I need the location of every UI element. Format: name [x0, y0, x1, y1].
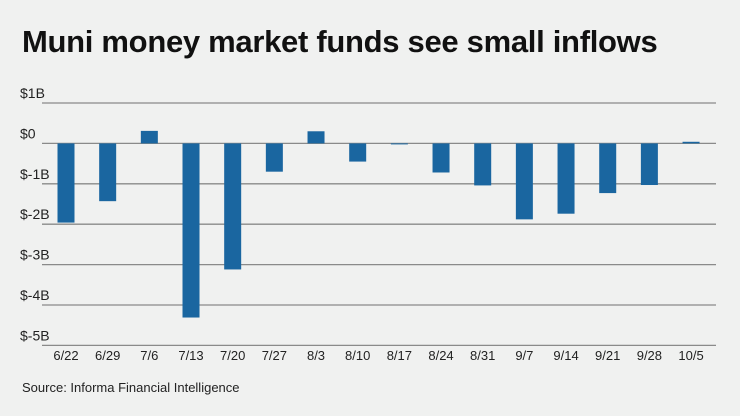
bar	[140, 130, 158, 144]
chart-title: Muni money market funds see small inflow…	[22, 24, 658, 59]
x-tick-label: 9/21	[595, 348, 620, 363]
x-tick-label: 9/28	[637, 348, 662, 363]
x-tick-label: 8/24	[428, 348, 453, 363]
bar	[557, 143, 575, 214]
x-tick-label: 6/29	[95, 348, 120, 363]
y-tick-label: $1B	[20, 85, 45, 101]
bar	[349, 143, 367, 162]
x-tick-label: 9/14	[553, 348, 578, 363]
bar	[432, 143, 450, 173]
y-tick-label: $-2B	[20, 206, 50, 222]
bar	[390, 143, 408, 145]
x-tick-label: 6/22	[53, 348, 78, 363]
x-tick-label: 7/6	[140, 348, 158, 363]
y-tick-label: $-1B	[20, 166, 50, 182]
x-tick-label: 7/13	[178, 348, 203, 363]
y-tick-label: $0	[20, 125, 36, 141]
bar	[99, 143, 117, 202]
bar	[265, 143, 283, 172]
bar	[57, 143, 75, 223]
x-tick-label: 8/31	[470, 348, 495, 363]
bar	[599, 143, 617, 194]
bar	[474, 143, 492, 186]
x-tick-label: 10/5	[678, 348, 703, 363]
x-tick-label: 7/20	[220, 348, 245, 363]
bar	[307, 131, 325, 144]
bar	[682, 141, 700, 144]
x-tick-label: 9/7	[515, 348, 533, 363]
y-tick-label: $-3B	[20, 247, 50, 263]
x-tick-label: 8/10	[345, 348, 370, 363]
bar	[640, 143, 658, 186]
x-tick-label: 8/17	[387, 348, 412, 363]
y-tick-label: $-5B	[20, 327, 50, 343]
bar	[515, 143, 533, 220]
x-tick-label: 7/27	[262, 348, 287, 363]
source-note: Source: Informa Financial Intelligence	[22, 380, 240, 395]
bar	[224, 143, 242, 270]
y-tick-label: $-4B	[20, 287, 50, 303]
bar	[182, 143, 200, 318]
x-tick-label: 8/3	[307, 348, 325, 363]
